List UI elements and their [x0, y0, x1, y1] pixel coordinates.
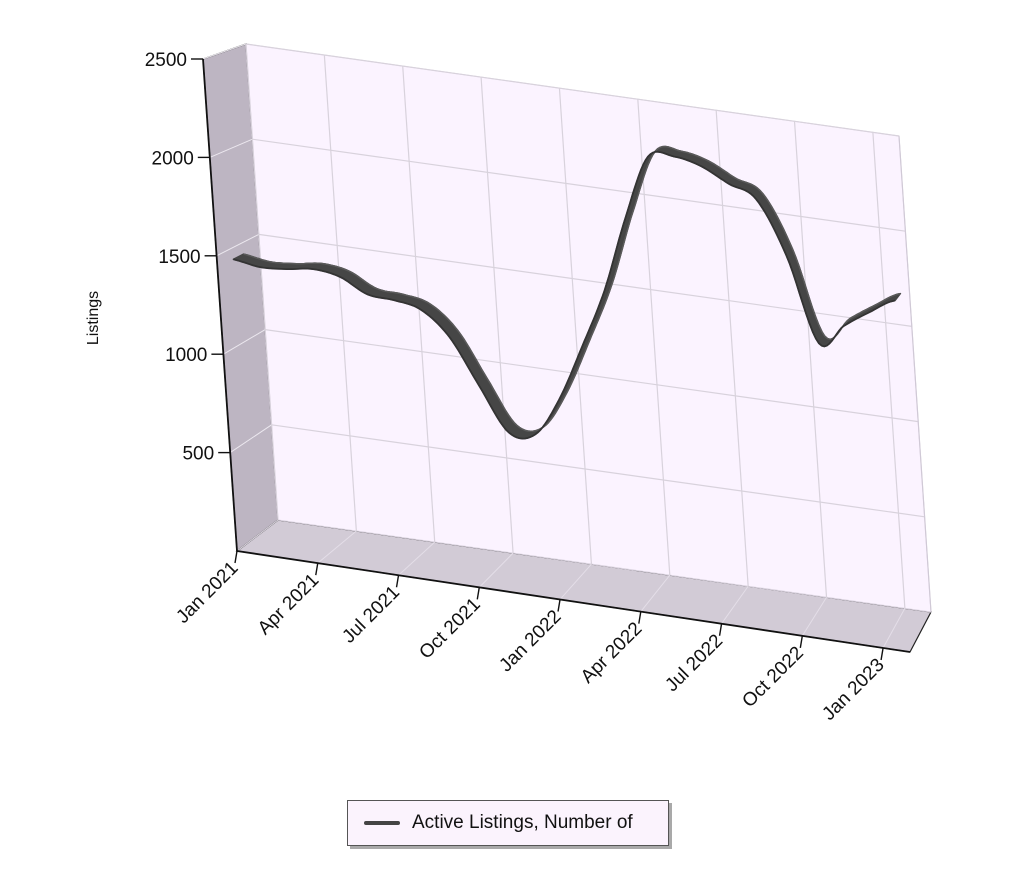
- x-tick-label: Jul 2021: [338, 582, 404, 648]
- x-tick-mark: [234, 550, 238, 564]
- h-gridline: [265, 329, 919, 423]
- x-tick-label: Jul 2022: [661, 630, 727, 696]
- x-tick-mark: [638, 611, 642, 624]
- x-tick-mark: [395, 575, 400, 588]
- h-gridline: [245, 43, 900, 137]
- floor-gridline: [236, 519, 279, 552]
- floor-gridline: [317, 530, 357, 564]
- x-tick-label: Apr 2021: [254, 570, 323, 639]
- series-back-edge: [243, 145, 901, 433]
- x-axis-line: [236, 550, 911, 653]
- x-tick-mark: [880, 647, 884, 661]
- legend-label: Active Listings, Number of: [412, 812, 633, 833]
- x-tick-label: Oct 2022: [738, 643, 807, 712]
- floor-gridline: [801, 597, 827, 637]
- x-tick-label: Oct 2021: [415, 594, 484, 663]
- y-tick-label: 1500: [158, 247, 200, 268]
- series-front-edge: [233, 150, 896, 440]
- legend-swatch-line: [364, 821, 400, 825]
- y-tick-label: 500: [182, 444, 214, 465]
- legend: Active Listings, Number of: [347, 800, 669, 846]
- wall-gridline: [223, 329, 266, 355]
- y-tick-label: 1000: [165, 345, 207, 366]
- y-axis-title: Listings: [85, 291, 102, 345]
- floor-gridline: [559, 563, 592, 600]
- v-gridline: [245, 43, 279, 521]
- x-tick-label: Jan 2022: [495, 606, 565, 676]
- h-gridline: [258, 233, 912, 327]
- v-gridline: [323, 54, 357, 532]
- wall-gridline: [209, 138, 253, 158]
- wall-gridline: [216, 233, 260, 257]
- floor-gridline: [640, 574, 671, 612]
- x-tick-label: Jan 2023: [818, 655, 888, 725]
- axes: [202, 58, 911, 653]
- y-tick-label: 2000: [152, 148, 194, 169]
- h-gridline: [252, 138, 906, 232]
- v-gridline: [715, 110, 749, 587]
- floor-gridline: [478, 552, 514, 588]
- series-layer: [232, 145, 902, 440]
- y-axis-line: [202, 58, 238, 552]
- gridlines: [202, 43, 932, 649]
- floor-gridline: [721, 585, 749, 625]
- y-axis-ticks: 500 1000 1500 2000 2500: [145, 50, 231, 465]
- wall-gridline: [202, 43, 247, 60]
- v-gridline: [793, 121, 828, 598]
- back-wall-edge: [898, 135, 932, 613]
- floor-gridline: [882, 608, 906, 649]
- floor-gridline: [398, 541, 436, 576]
- x-tick-mark: [557, 599, 561, 612]
- h-gridline: [271, 424, 925, 518]
- v-gridline: [872, 132, 906, 609]
- x-tick-mark: [315, 563, 319, 576]
- wall-gridline: [229, 424, 272, 454]
- v-gridline: [480, 77, 514, 554]
- y-tick-label: 2500: [145, 50, 187, 71]
- x-tick-mark: [799, 635, 804, 648]
- x-tick-label: Apr 2022: [577, 618, 646, 687]
- x-tick-mark: [718, 623, 723, 636]
- x-tick-label: Jan 2021: [172, 558, 242, 628]
- v-gridline: [558, 88, 593, 565]
- x-tick-mark: [476, 587, 480, 600]
